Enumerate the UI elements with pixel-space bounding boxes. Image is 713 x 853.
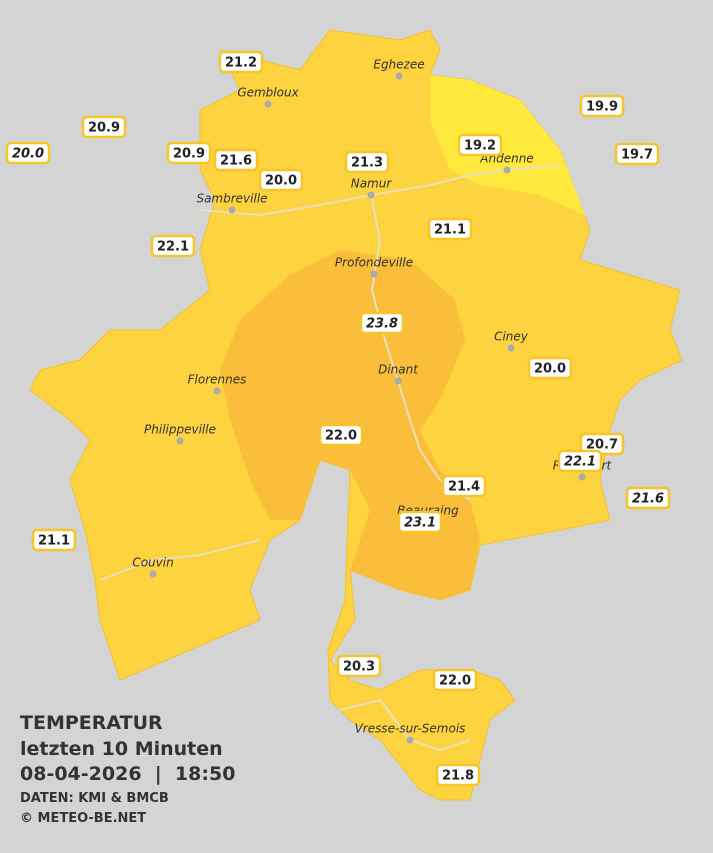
city-dot bbox=[507, 344, 515, 352]
city-dot bbox=[394, 377, 402, 385]
station-value: 20.0 bbox=[12, 147, 44, 162]
copyright: © METEO-BE.NET bbox=[20, 811, 147, 826]
station-box bbox=[527, 356, 573, 380]
station-box bbox=[614, 142, 660, 166]
city-dot bbox=[367, 191, 375, 199]
station-value: 19.7 bbox=[621, 148, 653, 163]
source: DATEN: KMI & BMCB bbox=[20, 791, 169, 806]
city-label: Couvin bbox=[132, 556, 173, 570]
subtitle: letzten 10 Minuten bbox=[20, 738, 223, 760]
city-dot bbox=[213, 387, 221, 395]
station-box bbox=[441, 474, 487, 498]
city-dot bbox=[370, 270, 378, 278]
station-box bbox=[318, 423, 364, 447]
station-value: 21.1 bbox=[434, 223, 466, 238]
station-box bbox=[625, 486, 671, 510]
station-value: 20.9 bbox=[88, 121, 120, 136]
station-value: 19.2 bbox=[464, 139, 496, 154]
station-box bbox=[218, 50, 264, 74]
station-box bbox=[457, 133, 503, 157]
station-box bbox=[336, 654, 382, 678]
station-value: 23.1 bbox=[404, 516, 436, 531]
river bbox=[199, 164, 561, 217]
city-label: Philippeville bbox=[144, 423, 216, 437]
city-dot bbox=[176, 437, 184, 445]
city-dot bbox=[503, 166, 511, 174]
station-value: 21.2 bbox=[225, 56, 257, 71]
city-label: Ciney bbox=[494, 330, 529, 344]
city-label: Sambreville bbox=[196, 192, 267, 206]
city-dot bbox=[149, 570, 157, 578]
station-box bbox=[397, 510, 443, 534]
station-box bbox=[579, 94, 625, 118]
city-dot bbox=[264, 100, 272, 108]
station-value: 21.1 bbox=[38, 534, 70, 549]
station-value: 22.1 bbox=[564, 455, 596, 470]
station-value: 20.3 bbox=[343, 660, 375, 675]
station-value: 21.4 bbox=[448, 480, 480, 495]
station-value: 21.6 bbox=[632, 492, 664, 507]
station-value: 21.3 bbox=[351, 156, 383, 171]
station-value: 20.7 bbox=[586, 438, 618, 453]
city-label: Namur bbox=[351, 177, 393, 191]
station-box bbox=[5, 141, 51, 165]
city-label: Vresse-sur-Semois bbox=[355, 722, 466, 736]
station-box bbox=[432, 668, 478, 692]
station-box bbox=[31, 528, 77, 552]
station-value: 20.0 bbox=[534, 362, 566, 377]
station-value: 22.1 bbox=[157, 240, 189, 255]
river bbox=[99, 539, 261, 581]
station-box bbox=[166, 141, 212, 165]
cool-zone bbox=[430, 75, 585, 215]
city-dot bbox=[578, 473, 586, 481]
station-value: 21.6 bbox=[220, 154, 252, 169]
title: TEMPERATUR bbox=[20, 712, 163, 734]
city-label: Dinant bbox=[378, 363, 419, 377]
station-box bbox=[258, 168, 304, 192]
city-dot bbox=[395, 72, 403, 80]
station-value: 21.8 bbox=[442, 769, 474, 784]
station-box bbox=[344, 150, 390, 174]
station-value: 20.0 bbox=[265, 174, 297, 189]
city-dot bbox=[406, 736, 414, 744]
station-value: 23.8 bbox=[366, 317, 398, 332]
datetime: 08-04-2026 | 18:50 bbox=[20, 763, 236, 785]
station-box bbox=[359, 311, 405, 335]
station-box bbox=[150, 234, 196, 258]
station-value: 22.0 bbox=[325, 429, 357, 444]
city-label: Profondeville bbox=[335, 256, 413, 270]
station-box bbox=[427, 217, 473, 241]
station-box bbox=[213, 148, 259, 172]
station-box bbox=[435, 763, 481, 787]
city-dot bbox=[228, 206, 236, 214]
station-value: 22.0 bbox=[439, 674, 471, 689]
station-box bbox=[81, 115, 127, 139]
city-label: Eghezee bbox=[373, 58, 424, 72]
city-label: Gembloux bbox=[237, 86, 299, 100]
station-box bbox=[557, 449, 603, 473]
station-value: 19.9 bbox=[586, 100, 618, 115]
station-value: 20.9 bbox=[173, 147, 205, 162]
city-label: Florennes bbox=[188, 373, 247, 387]
